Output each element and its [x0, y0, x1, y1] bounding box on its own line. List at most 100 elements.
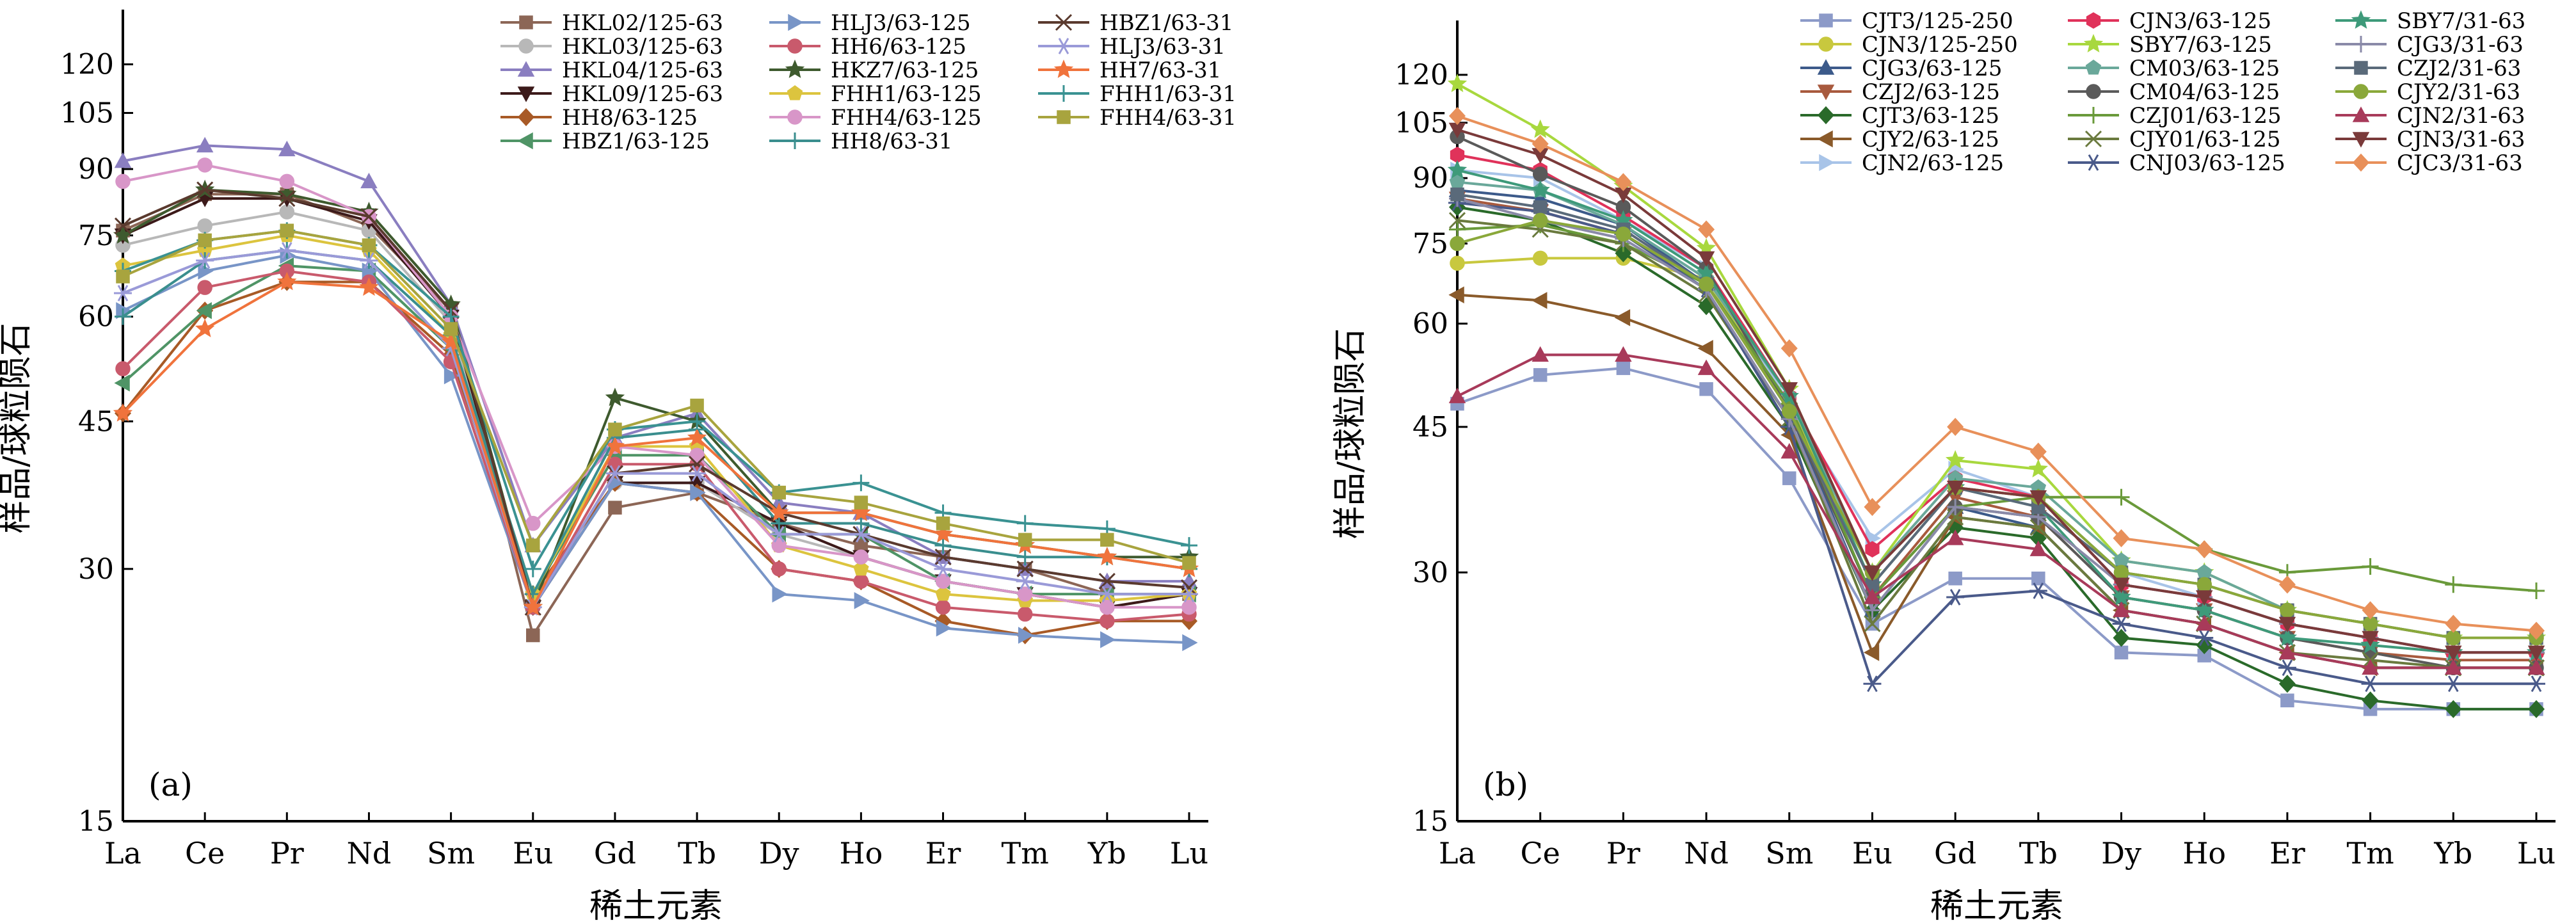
- data-point: [114, 285, 132, 301]
- data-point: [1782, 471, 1796, 485]
- data-point: [114, 152, 132, 168]
- x-tick-label: Tb: [2019, 836, 2058, 871]
- data-point: [280, 223, 294, 238]
- data-point: [2445, 614, 2462, 633]
- y-tick-label: 15: [78, 805, 114, 838]
- data-point: [2361, 675, 2380, 693]
- data-point: [2113, 629, 2130, 647]
- legend-entry: SBY7/63-125: [2068, 32, 2272, 58]
- legend-marker: [2083, 34, 2104, 52]
- data-point: [1946, 480, 1964, 497]
- y-tick-label: 105: [1395, 107, 1448, 140]
- data-point: [278, 140, 296, 157]
- x-tick-label: Sm: [427, 836, 475, 871]
- series: [1448, 181, 2545, 675]
- series-line: [1457, 197, 2536, 662]
- series-line: [1457, 367, 2536, 710]
- data-point: [1450, 236, 1465, 252]
- data-point: [935, 586, 951, 601]
- data-point: [115, 308, 131, 325]
- data-point: [608, 422, 622, 437]
- legend-label: CJT3/63-125: [1862, 103, 1999, 129]
- legend-marker: [2085, 107, 2102, 124]
- data-point: [2113, 577, 2130, 593]
- legend-marker: [517, 86, 535, 102]
- legend-label: HH8/63-125: [562, 105, 698, 131]
- legend-entry: CJN3/125-250: [1800, 32, 2018, 58]
- series-line: [1457, 219, 2536, 639]
- data-point: [113, 403, 133, 422]
- legend-label: HBZ1/63-125: [562, 129, 710, 154]
- legend-marker: [1057, 110, 1071, 124]
- data-point: [360, 172, 378, 189]
- data-point: [1947, 417, 1964, 437]
- data-point: [115, 361, 131, 376]
- data-point: [2362, 558, 2379, 575]
- legend-entry: SBY7/31-63: [2335, 8, 2525, 34]
- y-tick-label: 60: [78, 301, 114, 333]
- data-point: [1697, 340, 1713, 357]
- data-point: [1864, 588, 1881, 604]
- legend-label: FHH1/63-125: [831, 81, 982, 107]
- x-tick-label: Nd: [347, 836, 392, 871]
- data-point: [360, 208, 378, 225]
- legend-marker: [2352, 106, 2370, 122]
- data-point: [2029, 442, 2047, 461]
- x-tick-label: Tb: [678, 836, 716, 871]
- x-tick-label: Ce: [185, 836, 225, 871]
- x-tick-label: Tm: [2346, 836, 2394, 871]
- x-tick-label: La: [1439, 836, 1476, 871]
- data-point: [1450, 187, 1464, 202]
- y-tick-label: 75: [1412, 227, 1448, 260]
- series: [114, 242, 1198, 616]
- data-point: [2113, 529, 2130, 547]
- series-line: [1457, 219, 2536, 670]
- legend-entry: CJN3/63-125: [2068, 8, 2271, 34]
- data-point: [1533, 368, 1548, 382]
- data-point: [933, 524, 953, 543]
- legend-label: SBY7/31-63: [2397, 8, 2525, 34]
- data-point: [1864, 602, 1881, 619]
- legend-entry: CJN3/31-63: [2335, 127, 2525, 152]
- chart-panel-b: 15 30 45 60 75 90 105 120 La Ce Pr Nd Sm Eu Gd Tb Dy Ho Er…: [1331, 8, 2556, 923]
- data-point: [853, 560, 869, 576]
- data-point: [853, 549, 869, 565]
- data-point: [2196, 636, 2213, 654]
- series: [115, 242, 1197, 603]
- data-point: [1448, 212, 1466, 229]
- data-point: [771, 515, 788, 532]
- data-point: [195, 319, 215, 337]
- legend-marker: [1819, 13, 1833, 28]
- legend-label: CJN3/31-63: [2397, 127, 2525, 152]
- data-point: [605, 387, 625, 406]
- series-line: [1457, 223, 2537, 600]
- data-point: [2527, 700, 2545, 718]
- data-point: [936, 619, 952, 637]
- data-point: [1530, 180, 1550, 199]
- data-point: [2114, 645, 2129, 660]
- series: [1450, 361, 2543, 716]
- legend-label: HKL02/125-63: [562, 10, 723, 36]
- legend-marker: [2086, 84, 2101, 99]
- data-point: [2111, 587, 2131, 606]
- data-point: [116, 269, 130, 284]
- data-point: [197, 157, 212, 173]
- data-point: [689, 447, 705, 463]
- legend-marker: [785, 60, 805, 78]
- data-point: [2113, 601, 2130, 618]
- data-point: [1448, 286, 1464, 303]
- data-point: [2362, 691, 2379, 710]
- legend-entry: CZJ2/63-125: [1800, 79, 2000, 105]
- y-axis-label: 样品/球粒陨石: [1331, 328, 1370, 540]
- legend-marker: [517, 132, 533, 150]
- data-point: [854, 592, 870, 609]
- data-point: [196, 302, 212, 319]
- legend-label: CJN3/125-250: [1862, 32, 2018, 58]
- data-point: [690, 484, 706, 501]
- data-point: [1017, 586, 1033, 602]
- data-point: [278, 190, 296, 207]
- series: [1448, 212, 2545, 677]
- legend-marker: [517, 108, 535, 127]
- legend-label: CJC3/31-63: [2397, 150, 2523, 176]
- legend-marker: [1055, 38, 1073, 54]
